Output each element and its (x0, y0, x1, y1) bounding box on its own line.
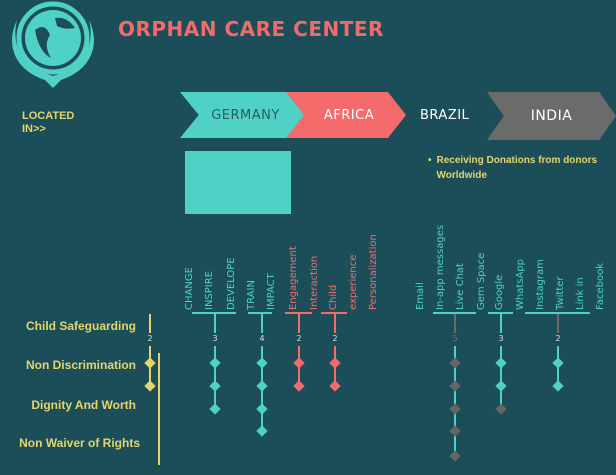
group-5-label: Email (415, 282, 426, 310)
diamond-marker (552, 380, 564, 392)
diamond-marker (495, 380, 507, 392)
group-6-line (500, 346, 502, 409)
diamond-marker (449, 380, 461, 392)
group-2-label: TRAIN (246, 280, 257, 310)
group-7-label: Instagram (535, 259, 546, 310)
group-7-bar (525, 312, 590, 314)
diamond-marker (495, 403, 507, 415)
location-brazil: BRAZIL (420, 108, 470, 123)
group-1-label: CHANGE (184, 267, 195, 310)
diamond-marker (209, 380, 221, 392)
group-6-label: Google (494, 274, 505, 310)
group-7-label: Link in (575, 277, 586, 310)
row-label: Child Safeguarding (25, 319, 136, 333)
group-6-label: WhatsApp (515, 258, 526, 310)
group-4-label: Child (328, 284, 339, 310)
row-divider (158, 353, 160, 465)
diamond-marker (329, 357, 341, 369)
group-2-stem (261, 314, 263, 333)
location-africa: AFRICA (286, 92, 406, 138)
group-5-bar (433, 312, 476, 314)
located-in-label: LOCATED IN>> (22, 110, 75, 135)
diamond-marker (256, 380, 268, 392)
page-title: ORPHAN CARE CENTER (118, 17, 384, 41)
location-india: INDIA (487, 92, 616, 140)
group-7-stem (557, 314, 559, 333)
group-4-label: Personalization (368, 234, 379, 310)
diamond-marker (449, 403, 461, 415)
group-2-label: IMPACT (266, 273, 277, 310)
group-2-count: 4 (259, 334, 265, 343)
group-5-stem (454, 314, 456, 333)
group-7-label: Facebook (595, 263, 606, 310)
group-5-label: Live Chat (455, 263, 466, 310)
group-4-label: experience (348, 254, 359, 310)
group-7-label: Twitter (555, 276, 566, 310)
group-3-bar (285, 312, 312, 314)
row-label: Non Discrimination (25, 358, 136, 372)
diamond-marker (449, 357, 461, 369)
group-3-stem (298, 314, 300, 333)
diamond-marker (256, 357, 268, 369)
diamond-marker (293, 380, 305, 392)
diamond-marker (209, 403, 221, 415)
group-1-line (214, 346, 216, 409)
logo-emblem-icon (12, 1, 94, 88)
group-5-line (454, 346, 456, 456)
group-2-bar (248, 312, 272, 314)
row-label: Non Waiver of Rights (19, 436, 140, 450)
diamond-marker (495, 357, 507, 369)
diamond-marker (449, 425, 461, 437)
group-5-count: 5 (452, 334, 458, 343)
group-4-bar (321, 312, 347, 314)
group-7-count: 2 (555, 334, 561, 343)
group-0-stem (149, 314, 151, 333)
diamond-marker (144, 380, 156, 392)
diamond-marker (209, 357, 221, 369)
diamond-marker (293, 357, 305, 369)
group-1-bar (192, 312, 236, 314)
group-1-label: DEVELOPE (226, 257, 237, 310)
diamond-marker (329, 380, 341, 392)
diamond-marker (449, 450, 461, 462)
group-6-stem (500, 314, 502, 333)
location-germany: GERMANY (180, 92, 305, 138)
bullet-icon: • (428, 155, 432, 166)
row-label: Dignity And Worth (31, 398, 136, 412)
group-3-label: Engagement (288, 246, 299, 310)
group-6-count: 3 (498, 334, 504, 343)
group-5-label: In-app messages (435, 224, 446, 310)
donation-note: • Receiving Donations from donors Worldwi… (428, 155, 598, 181)
group-0-count: 2 (147, 334, 153, 343)
diamond-marker (256, 425, 268, 437)
group-4-stem (334, 314, 336, 333)
group-1-label: INSPIRE (204, 270, 215, 310)
group-6-bar (488, 312, 513, 314)
diamond-marker (256, 403, 268, 415)
group-5-label: Gem Space (476, 252, 487, 310)
group-1-stem (214, 314, 216, 333)
group-1-count: 3 (212, 334, 218, 343)
diamond-marker (144, 357, 156, 369)
group-4-count: 2 (332, 334, 338, 343)
group-3-count: 2 (296, 334, 302, 343)
group-3-label: Interaction (309, 255, 320, 310)
diamond-marker (552, 357, 564, 369)
teal-block (185, 151, 291, 214)
